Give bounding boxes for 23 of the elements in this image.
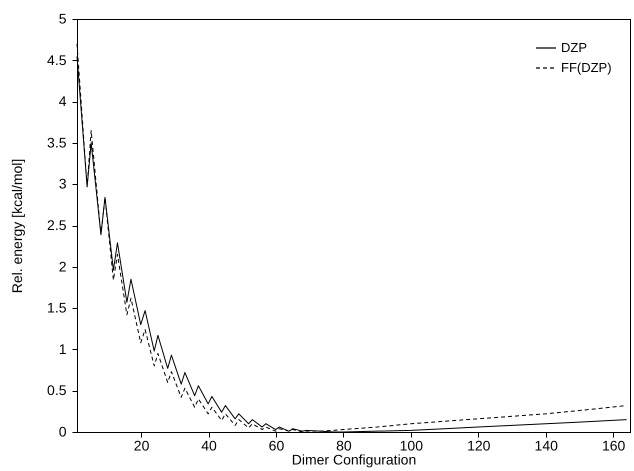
x-tick-label: 120 [467,438,491,454]
x-tick-label: 140 [534,438,558,454]
x-tick-label: 40 [201,438,218,454]
y-axis-title: Rel. energy [kcal/mol] [9,158,26,294]
x-tick-label: 100 [400,438,424,454]
y-tick-label: 3 [58,176,67,192]
y-tick-label: 0 [58,424,67,440]
y-tick-label: 2 [58,258,67,274]
y-tick-label: 0.5 [47,382,67,398]
y-tick-label: 2.5 [47,217,67,233]
y-tick-label: 4 [58,93,67,110]
x-tick-label: 60 [268,438,284,454]
x-tick-label: 20 [134,438,150,454]
y-tick-label: 5 [58,10,67,26]
y-tick-label: 1.5 [47,300,67,316]
x-tick-label: 80 [336,438,352,454]
y-tick-label: 3.5 [47,134,67,150]
x-axis-title: Dimer Configuration [292,452,416,468]
legend-label: FF(DZP) [561,60,612,75]
y-tick-label: 1 [58,340,67,357]
x-tick-label: 160 [602,438,626,454]
y-tick-label: 4.5 [47,52,67,68]
legend-label: DZP [561,40,587,55]
